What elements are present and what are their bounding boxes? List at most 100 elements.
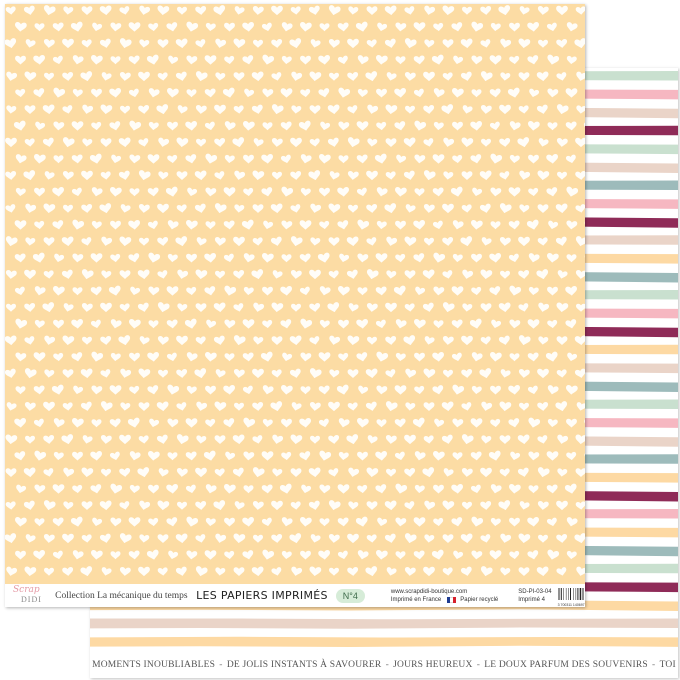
stripe — [90, 618, 678, 629]
heart-icon — [242, 550, 254, 560]
heart-icon — [453, 55, 464, 65]
heart-icon — [71, 187, 82, 197]
heart-icon — [14, 253, 26, 263]
heart-icon — [348, 303, 359, 312]
heart-icon — [272, 434, 284, 444]
heart-icon — [224, 154, 235, 164]
heart-icon — [528, 253, 540, 263]
heart-icon — [472, 187, 483, 197]
barcode-bar — [558, 587, 560, 600]
heart-icon — [80, 368, 93, 379]
heart-icon — [100, 401, 113, 412]
heart-icon — [395, 253, 406, 263]
heart-icon — [223, 253, 234, 263]
heart-icon — [338, 418, 350, 428]
heart-icon — [357, 88, 368, 98]
barcode-number: 3 700311 140697 — [557, 602, 585, 607]
heart-icon — [73, 385, 84, 395]
heart-icon — [394, 451, 405, 461]
heart-icon — [537, 435, 548, 444]
heart-icon — [337, 22, 349, 32]
heart-icon — [33, 352, 46, 362]
heart-icon — [413, 88, 424, 98]
heart-icon — [233, 38, 246, 49]
heart-icon — [546, 517, 557, 527]
heart-icon — [498, 500, 511, 511]
heart-icon — [91, 351, 104, 362]
collection-name: Collection La mécanique du temps — [55, 590, 188, 601]
caption-item: JOURS HEUREUX — [393, 660, 473, 670]
heart-icon — [224, 517, 235, 527]
heart-icon — [537, 237, 548, 246]
heart-icon — [100, 138, 112, 147]
heart-icon — [129, 484, 140, 494]
heart-icon — [186, 286, 197, 296]
heart-icon — [489, 121, 500, 131]
heart-icon — [234, 204, 245, 213]
logo-line-1: Scrap — [13, 585, 40, 595]
heart-icon — [137, 302, 149, 312]
heart-icon — [310, 237, 321, 246]
heart-icon — [480, 467, 492, 478]
heart-icon — [128, 550, 140, 560]
heart-icon — [414, 484, 425, 494]
heart-icon — [127, 417, 140, 428]
heart-icon — [471, 55, 483, 65]
heart-icon — [24, 138, 35, 147]
heart-icon — [6, 105, 17, 114]
heart-icon — [356, 417, 369, 428]
heart-icon — [158, 468, 169, 477]
heart-icon — [310, 203, 322, 213]
heart-icon — [481, 138, 491, 147]
heart-icon — [43, 38, 55, 48]
heart-icon — [490, 484, 502, 494]
heart-icon — [500, 567, 511, 576]
heart-icon — [110, 483, 123, 494]
heart-icon — [71, 417, 84, 428]
heart-icon — [13, 120, 26, 131]
heart-icon — [157, 270, 168, 279]
heart-icon — [119, 71, 131, 81]
heart-icon — [195, 5, 207, 15]
heart-icon — [300, 88, 311, 98]
heart-icon — [336, 384, 349, 395]
heart-icon — [442, 5, 455, 16]
heart-icon — [480, 39, 491, 48]
heart-icon — [424, 39, 435, 48]
heart-icon — [327, 302, 340, 313]
heart-icon — [52, 186, 65, 197]
heart-icon — [527, 385, 538, 395]
heart-icon — [281, 254, 292, 263]
heart-icon — [301, 484, 312, 494]
number-badge: N°4 — [335, 588, 365, 603]
heart-icon — [432, 220, 443, 230]
heart-icon — [33, 88, 45, 98]
heart-icon — [80, 71, 93, 82]
heart-icon — [42, 137, 54, 147]
heart-icon — [15, 318, 28, 329]
heart-icon — [271, 533, 283, 543]
heart-icon — [375, 450, 388, 461]
heart-icon — [234, 501, 245, 510]
heart-icon — [375, 484, 387, 494]
heart-icon — [355, 21, 368, 32]
heart-icon — [242, 21, 255, 32]
heart-icon — [471, 253, 482, 263]
heart-icon — [443, 171, 454, 180]
heart-icon — [357, 451, 368, 461]
heart-icon — [376, 351, 389, 362]
heart-icon — [423, 203, 435, 213]
heart-icon — [367, 138, 378, 147]
heart-icon — [433, 121, 444, 131]
heart-icon — [413, 550, 425, 560]
heart-icon — [566, 451, 577, 461]
heart-icon — [489, 550, 502, 560]
heart-icon — [376, 88, 387, 98]
heart-icon — [489, 88, 501, 98]
heart-icon — [80, 401, 92, 411]
heart-icon — [357, 484, 368, 494]
heart-icon — [281, 186, 294, 197]
heart-icon — [272, 270, 283, 279]
heart-icon — [575, 269, 585, 279]
heart-icon — [110, 220, 121, 230]
